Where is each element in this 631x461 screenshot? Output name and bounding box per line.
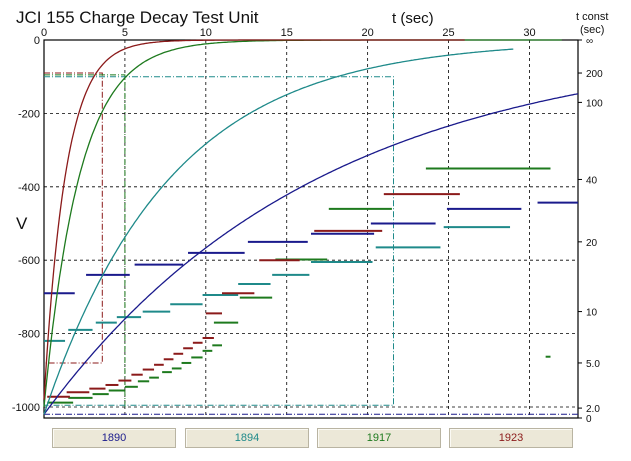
right-axis-tick-label: 40 — [586, 175, 598, 186]
decay-curve-1923 — [43, 39, 465, 400]
decay-curve-1894 — [43, 48, 514, 415]
y-tick-label: -400 — [18, 182, 40, 194]
plot-frame — [43, 39, 579, 419]
time-constant-marker — [44, 76, 394, 406]
right-axis-tick-label: 20 — [586, 238, 598, 249]
right-axis-label: t const (sec) — [576, 11, 608, 37]
x-tick-label: 15 — [281, 27, 293, 39]
series-tab-bar: 1890 1894 1917 1923 — [52, 428, 577, 448]
tab-1894[interactable]: 1894 — [185, 428, 309, 448]
x-axis-label: t (sec) — [392, 10, 434, 27]
x-tick-label: 10 — [200, 27, 212, 39]
right-axis-tick-label: 10 — [586, 308, 598, 319]
right-axis-tick-label: ∞ — [586, 36, 593, 47]
right-axis-tick-label: 0 — [586, 414, 592, 425]
right-axis-label-line2: (sec) — [579, 24, 605, 36]
y-tick-label: -1000 — [12, 402, 40, 414]
right-axis-tick-label: 5.0 — [586, 359, 600, 370]
right-axis-tick-label: 200 — [586, 69, 603, 80]
decay-curve-1890 — [43, 93, 579, 415]
right-axis-label-line1: t const — [576, 11, 609, 23]
y-tick-label: -600 — [18, 255, 40, 267]
x-tick-label: 25 — [442, 27, 454, 39]
x-tick-label: 30 — [523, 27, 535, 39]
right-axis-tick-label: 100 — [586, 98, 603, 109]
time-constant-marker — [44, 74, 126, 407]
tab-1917[interactable]: 1917 — [317, 428, 441, 448]
tab-1923[interactable]: 1923 — [449, 428, 573, 448]
x-tick-label: 0 — [41, 27, 47, 39]
x-tick-label: 20 — [362, 27, 374, 39]
y-tick-label: -200 — [18, 108, 40, 120]
x-tick-label: 5 — [122, 27, 128, 39]
chart-title: JCI 155 Charge Decay Test Unit — [16, 8, 259, 27]
y-tick-label: 0 — [34, 35, 40, 47]
tab-1890[interactable]: 1890 — [52, 428, 176, 448]
y-tick-label: -800 — [18, 329, 40, 341]
time-constant-marker — [44, 72, 103, 364]
right-axis-tick-label: 2.0 — [586, 404, 600, 415]
y-axis-label: V — [16, 214, 28, 233]
